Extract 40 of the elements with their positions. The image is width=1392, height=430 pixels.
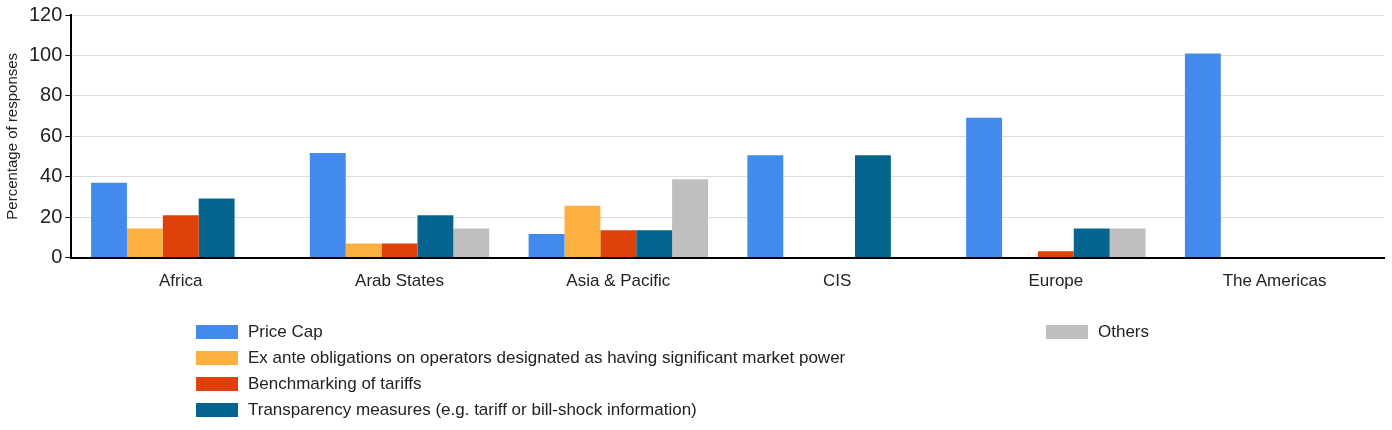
legend-label: Ex ante obligations on operators designated as having significant market power	[248, 348, 846, 368]
bar	[528, 233, 565, 258]
x-tick-label: Africa	[159, 271, 204, 291]
y-tick-label: 0	[51, 245, 63, 268]
bar	[381, 243, 418, 258]
x-tick-label: The Americas	[1222, 271, 1327, 291]
bar	[564, 205, 601, 258]
bar	[672, 179, 708, 258]
x-tick-label: Arab States	[355, 271, 444, 291]
bar	[91, 182, 127, 258]
legend-label: Price Cap	[248, 322, 323, 342]
y-tick-label: 80	[40, 83, 63, 106]
bar	[1184, 53, 1221, 258]
bar	[747, 155, 784, 258]
bar	[417, 215, 454, 258]
y-tick-label: 120	[28, 2, 63, 25]
bar	[1109, 228, 1146, 258]
bar	[855, 155, 891, 258]
y-tick-label: 100	[28, 42, 63, 65]
bar	[309, 153, 346, 258]
legend-label: Benchmarking of tariffs	[248, 374, 422, 394]
bar	[1037, 251, 1074, 258]
y-tick-label: 40	[40, 164, 63, 187]
bar	[198, 198, 235, 258]
y-axis-title: Percentage of responses	[3, 52, 21, 220]
x-tick-label: Asia & Pacific	[566, 271, 671, 291]
bar	[966, 117, 1003, 258]
bar	[600, 230, 637, 258]
bar	[345, 243, 382, 258]
bar	[1073, 228, 1110, 258]
bar	[126, 228, 163, 258]
bar	[162, 215, 199, 258]
bar	[636, 230, 673, 258]
x-tick-label: Europe	[1028, 271, 1084, 291]
legend-label: Transparency measures (e.g. tariff or bill-shock information)	[248, 400, 697, 420]
bar	[453, 228, 490, 258]
legend-label: Others	[1098, 322, 1150, 342]
y-tick-label: 60	[40, 123, 63, 146]
x-tick-label: CIS	[822, 271, 852, 291]
y-tick-label: 20	[40, 204, 63, 227]
